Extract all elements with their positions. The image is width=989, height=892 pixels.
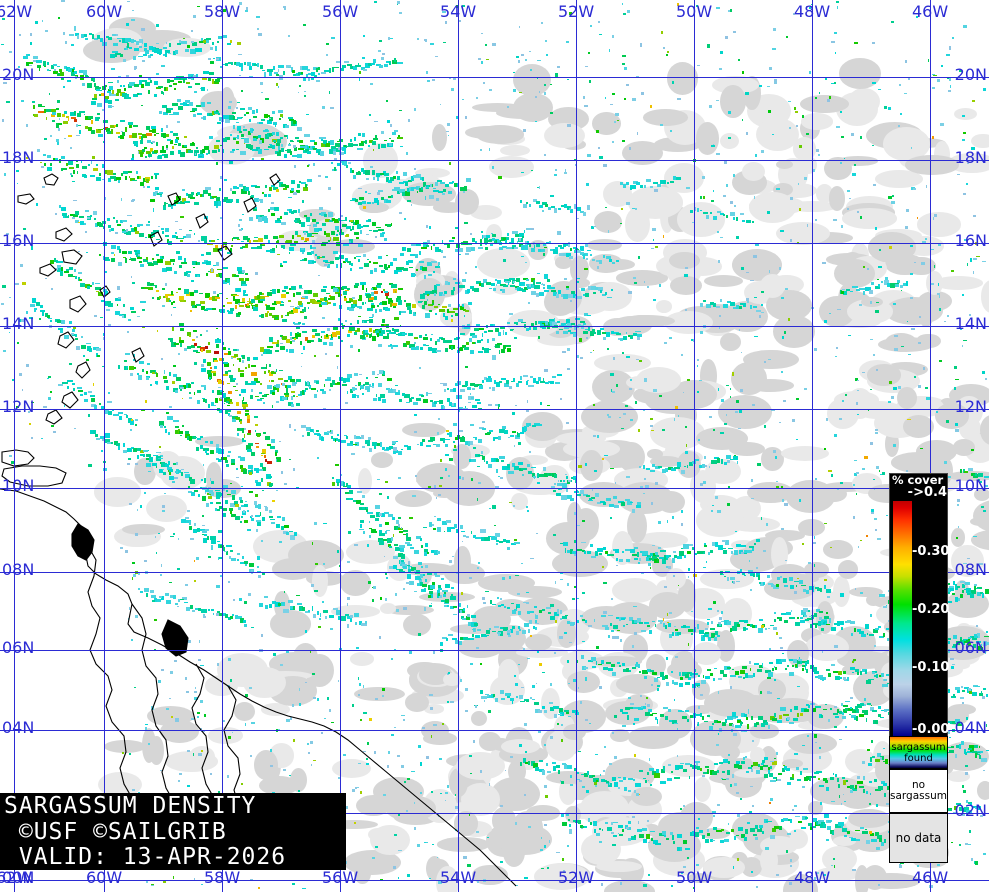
lat-label-right-14N: 14N: [955, 316, 987, 332]
gridline-lon-56W: [340, 0, 341, 892]
lat-label-right-16N: 16N: [955, 233, 987, 249]
lon-label-top-58W: 58W: [204, 4, 240, 20]
gridline-lat-06N: [0, 650, 989, 651]
gridline-lon-50W: [694, 0, 695, 892]
gridline-lat-12N: [0, 409, 989, 410]
lat-label-left-10N: 10N: [2, 478, 34, 494]
gridline-lat-04N: [0, 730, 989, 731]
lon-label-bottom-50W: 50W: [676, 870, 712, 886]
gridline-lon-52W: [576, 0, 577, 892]
colorbar-tick-000: -0.00: [912, 723, 949, 736]
lat-label-left-06N: 06N: [2, 640, 34, 656]
lat-label-left-18N: 18N: [2, 150, 34, 166]
colorbar-tick-010: -0.10: [912, 661, 949, 674]
lon-label-top-46W: 46W: [912, 4, 948, 20]
lat-label-left-04N: 04N: [2, 720, 34, 736]
gridline-lon-58W: [222, 0, 223, 892]
lon-label-top-52W: 52W: [558, 4, 594, 20]
lon-label-bottom-48W: 48W: [794, 870, 830, 886]
gridline-lat-18N: [0, 160, 989, 161]
lat-label-left-00N: 00N: [2, 870, 34, 886]
gridline-lat-20N: [0, 77, 989, 78]
gridline-lat-10N: [0, 488, 989, 489]
gridline-lat-02N: [0, 813, 989, 814]
legend-nosg-line2: sargassum: [890, 790, 947, 802]
lon-label-bottom-56W: 56W: [322, 870, 358, 886]
lat-label-left-16N: 16N: [2, 233, 34, 249]
lon-label-bottom-60W: 60W: [86, 870, 122, 886]
lat-label-left-20N: 20N: [2, 67, 34, 83]
colorbar-gradient: [893, 501, 912, 736]
gridline-lon-62W: [14, 0, 15, 892]
lon-label-bottom-46W: 46W: [912, 870, 948, 886]
attribution-line: ©USF ©SAILGRIB: [4, 819, 346, 846]
colorbar-title: % cover: [890, 474, 949, 486]
lon-label-bottom-54W: 54W: [440, 870, 476, 886]
title-block: SARGASSUM DENSITY ©USF ©SAILGRIB VALID: …: [0, 793, 346, 870]
legend-found-line1: sargassum: [891, 742, 945, 753]
lat-label-right-06N: 06N: [955, 640, 987, 656]
gridline-lon-54W: [458, 0, 459, 892]
lat-label-right-04N: 04N: [955, 720, 987, 736]
legend-nodata-label: no data: [896, 832, 942, 844]
lon-label-top-62W: 62W: [0, 4, 32, 20]
gridline-lon-46W: [930, 0, 931, 892]
lat-label-right-12N: 12N: [955, 399, 987, 415]
lon-label-top-56W: 56W: [322, 4, 358, 20]
lat-label-right-10N: 10N: [955, 478, 987, 494]
legend-found-line2: found: [904, 753, 933, 764]
lat-label-left-08N: 08N: [2, 562, 34, 578]
gridline-lat-08N: [0, 572, 989, 573]
product-title: SARGASSUM DENSITY: [4, 793, 346, 820]
colorbar-max-label: ->0.4: [890, 486, 947, 499]
valid-date-line: VALID: 13-APR-2026: [4, 844, 346, 871]
lat-label-left-12N: 12N: [2, 399, 34, 415]
colorbar-panel: % cover ->0.4 -0.30 -0.20 -0.10 -0.00: [889, 473, 949, 739]
gridline-lat-14N: [0, 326, 989, 327]
lon-label-bottom-58W: 58W: [204, 870, 240, 886]
lon-label-top-54W: 54W: [440, 4, 476, 20]
lon-label-bottom-62W: 62W: [0, 870, 32, 886]
gridline-lon-48W: [812, 0, 813, 892]
lat-label-left-14N: 14N: [2, 316, 34, 332]
lon-label-top-50W: 50W: [676, 4, 712, 20]
lat-label-right-18N: 18N: [955, 150, 987, 166]
colorbar-tick-030: -0.30: [912, 545, 949, 558]
colorbar-tick-020: -0.20: [912, 603, 949, 616]
gridline-lat-16N: [0, 243, 989, 244]
lon-label-bottom-52W: 52W: [558, 870, 594, 886]
legend-no-data: no data: [889, 813, 948, 863]
lat-label-right-08N: 08N: [955, 562, 987, 578]
lat-label-right-02N: 02N: [955, 803, 987, 819]
lat-label-right-20N: 20N: [955, 67, 987, 83]
lon-label-top-60W: 60W: [86, 4, 122, 20]
lon-label-top-48W: 48W: [794, 4, 830, 20]
legend-sargassum-found: sargassum found: [889, 736, 948, 769]
gridline-lon-60W: [104, 0, 105, 892]
legend-nosg-line1: no: [912, 779, 925, 791]
gridline-lat-00N: [0, 880, 989, 881]
legend-no-sargassum: no sargassum: [889, 769, 948, 813]
